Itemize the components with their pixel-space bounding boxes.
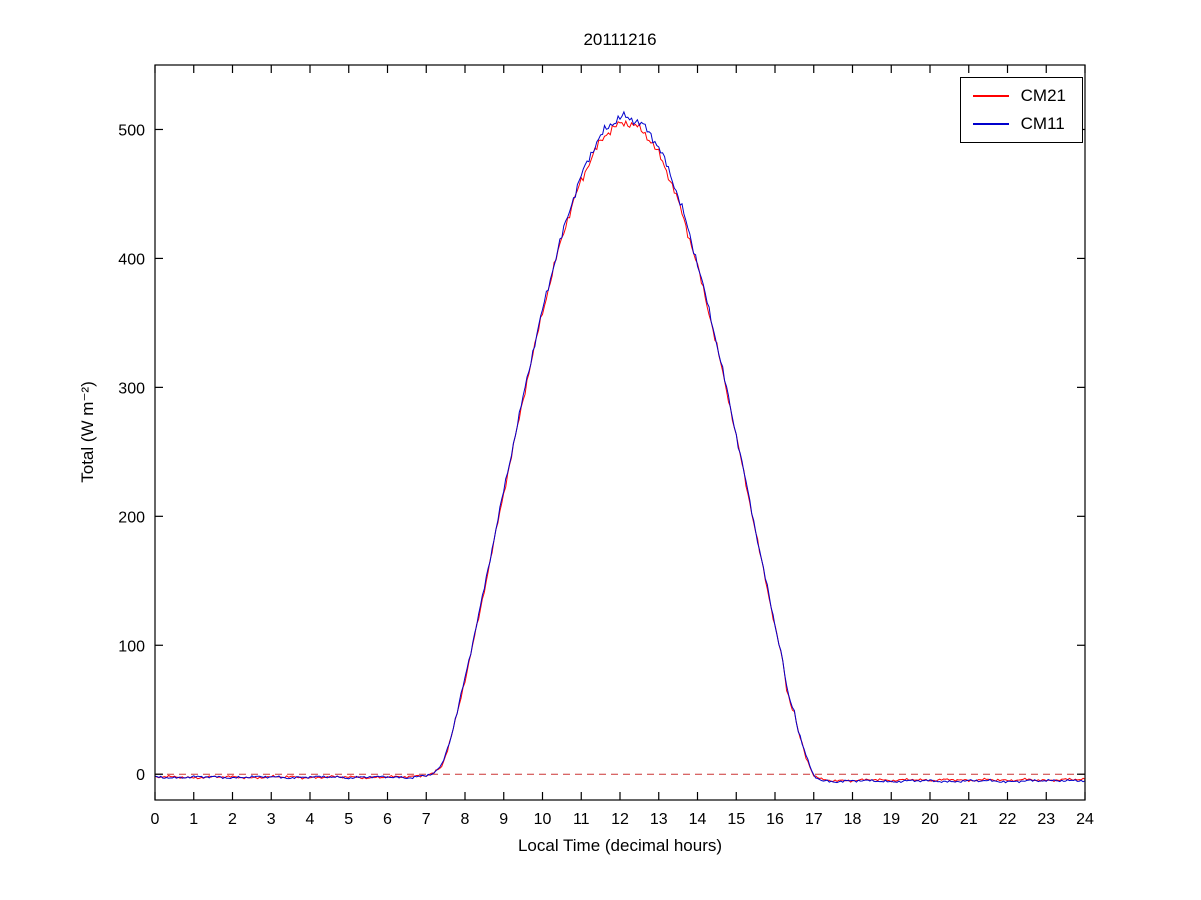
- x-tick-label: 2: [228, 811, 237, 828]
- legend-line-swatch-cm21: [972, 95, 1009, 97]
- x-tick-label: 4: [306, 811, 315, 828]
- x-tick-label: 23: [1037, 811, 1055, 828]
- x-tick-label: 14: [689, 811, 707, 828]
- x-tick-label: 18: [844, 811, 862, 828]
- axes-box: [154, 64, 1086, 801]
- x-tick-label: 24: [1076, 811, 1094, 828]
- x-axis-label: Local Time (decimal hours): [517, 836, 723, 855]
- x-tick-label: 8: [461, 811, 470, 828]
- x-tick-label: 11: [573, 811, 590, 828]
- x-tick-label: 5: [344, 811, 353, 828]
- x-tick-label: 20: [921, 811, 939, 828]
- x-tick-label: 22: [999, 811, 1017, 828]
- x-tick-label: 1: [189, 811, 198, 828]
- x-tick-label: 6: [383, 811, 392, 828]
- x-tick-label: 12: [611, 811, 629, 828]
- x-tick-label: 15: [727, 811, 745, 828]
- x-tick-label: 7: [422, 811, 431, 828]
- x-tick-label: 13: [650, 811, 668, 828]
- x-tick-label: 3: [267, 811, 276, 828]
- legend-item-cm21: CM21: [972, 86, 1066, 106]
- chart-title: 20111216: [583, 30, 657, 49]
- y-tick-label: 300: [118, 380, 145, 397]
- legend-item-cm11: CM11: [972, 114, 1066, 134]
- x-tick-label: 0: [151, 811, 160, 828]
- legend-label-cm11: CM11: [1020, 114, 1065, 133]
- y-tick-label: 200: [118, 509, 145, 526]
- legend: CM21 CM11: [959, 77, 1083, 143]
- series-line-cm21: [154, 119, 1086, 783]
- y-tick-label: 400: [118, 251, 145, 268]
- y-tick-label: 100: [118, 638, 145, 655]
- x-tick-label: 10: [534, 811, 552, 828]
- series-line-cm11: [154, 110, 1086, 784]
- x-tick-label: 16: [766, 811, 784, 828]
- legend-label-cm21: CM21: [1020, 86, 1066, 105]
- x-tick-label: 17: [805, 811, 823, 828]
- y-tick-label: 500: [118, 122, 145, 139]
- x-tick-label: 21: [960, 811, 978, 828]
- y-tick-label: 0: [136, 767, 145, 784]
- x-tick-label: 9: [499, 811, 508, 828]
- x-tick-label: 19: [882, 811, 900, 828]
- legend-line-swatch-cm11: [972, 123, 1009, 125]
